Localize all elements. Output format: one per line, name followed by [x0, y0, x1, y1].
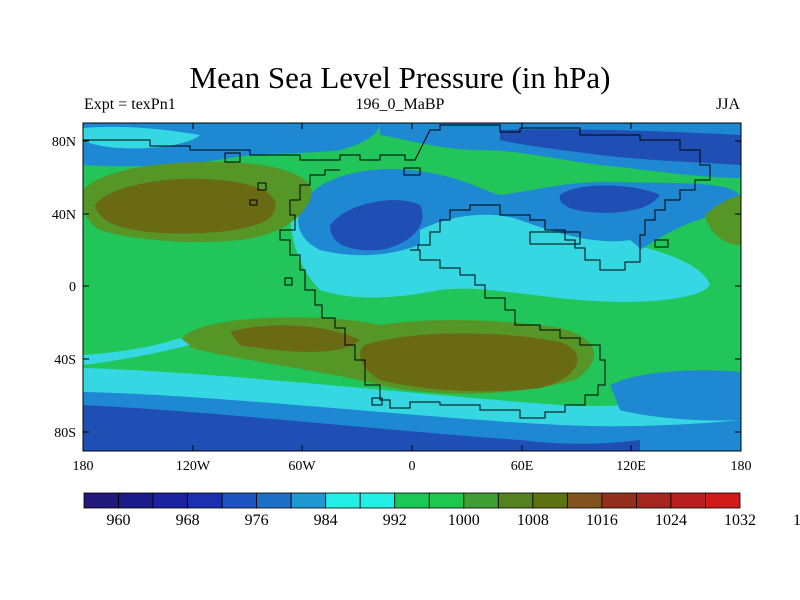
colorbar-swatch: [221, 492, 258, 509]
southeast-low: [610, 370, 741, 421]
lat-label-80n: 80N: [52, 135, 76, 150]
southwest-low-strip: [83, 338, 190, 365]
inner-trough: [420, 214, 651, 280]
northern-low-core-west: [330, 200, 423, 251]
inland-basin: [529, 231, 581, 245]
tropical-band: [83, 285, 290, 303]
colorbar-swatch: [359, 492, 396, 509]
lon-label-180w: 180: [73, 459, 94, 474]
arctic-low-core: [500, 129, 741, 165]
colorbar-swatch: [256, 492, 292, 509]
coastlines: [83, 124, 711, 419]
axis-ticks: [82, 123, 742, 451]
colorbar-swatch: [83, 492, 119, 509]
colorbar-label: 992: [383, 512, 407, 529]
colorbar-swatch: [463, 492, 499, 509]
northern-low-core-east: [559, 185, 660, 213]
pangea-south-coast: [279, 169, 606, 419]
colorbar-swatch: [532, 492, 568, 509]
lon-label-120e: 120E: [616, 459, 646, 474]
colorbar-swatch: [670, 492, 706, 509]
island-north-east: [403, 167, 421, 176]
southern-deep-low: [83, 405, 640, 451]
southern-high-core-east: [360, 333, 578, 392]
colorbar-label: 968: [176, 512, 200, 529]
lat-label-40s: 40S: [54, 353, 76, 368]
colorbar-swatch: [187, 492, 223, 509]
eurasia-coast: [83, 124, 711, 271]
lon-label-120w: 120W: [176, 459, 211, 474]
colorbar-swatch: [705, 492, 741, 509]
season-label: JJA: [715, 96, 740, 113]
colorbar-swatch: [601, 492, 637, 509]
east-edge-high: [705, 195, 741, 245]
lon-label-180e: 180: [731, 459, 752, 474]
lon-label-60e: 60E: [511, 459, 534, 474]
lat-label-40n: 40N: [52, 208, 76, 223]
colorbar-swatch: [290, 492, 327, 509]
colorbar-label: 1008: [517, 512, 549, 529]
arctic-ridge: [83, 126, 200, 149]
island-small-b: [249, 199, 258, 206]
colorbar-label: 976: [245, 512, 269, 529]
colorbar-swatch: [394, 492, 430, 509]
lon-label-0: 0: [409, 459, 416, 474]
colorbar-label: 1000: [448, 512, 480, 529]
chart-title: Mean Sea Level Pressure (in hPa): [189, 60, 611, 95]
colorbar-swatch: [566, 492, 603, 509]
colorbar-label: 1040: [793, 512, 800, 529]
colorbar-swatch: [325, 492, 361, 509]
island-small-a: [257, 182, 267, 191]
southern-transition-band: [83, 368, 741, 427]
pressure-field: [83, 123, 741, 451]
colorbar-swatch: [152, 492, 188, 509]
colorbar-swatch: [497, 492, 534, 509]
colorbar-label: 960: [107, 512, 131, 529]
island-south: [371, 397, 383, 406]
colorbar-label: 1024: [655, 512, 687, 529]
time-label: 196_0_MaBP: [355, 96, 445, 113]
southern-high-core-west: [230, 325, 360, 352]
colorbar-swatch: [636, 492, 672, 509]
island-east: [654, 239, 669, 248]
lat-label-80s: 80S: [54, 426, 76, 441]
colorbar-swatch: [428, 492, 465, 509]
lat-label-0: 0: [69, 280, 76, 295]
colorbar-label: 984: [314, 512, 338, 529]
colorbar-labels: 960 968 976 984 992 1000 1008 1016 1024 …: [107, 512, 800, 529]
lon-label-60w: 60W: [288, 459, 316, 474]
colorbar-swatch: [118, 492, 154, 509]
colorbar-label: 1032: [724, 512, 756, 529]
island-north: [224, 152, 241, 163]
island-small-c: [284, 277, 293, 286]
colorbar: [83, 492, 741, 509]
northern-high-core: [95, 178, 276, 234]
experiment-label: Expt = texPn1: [84, 96, 176, 113]
colorbar-label: 1016: [586, 512, 618, 529]
